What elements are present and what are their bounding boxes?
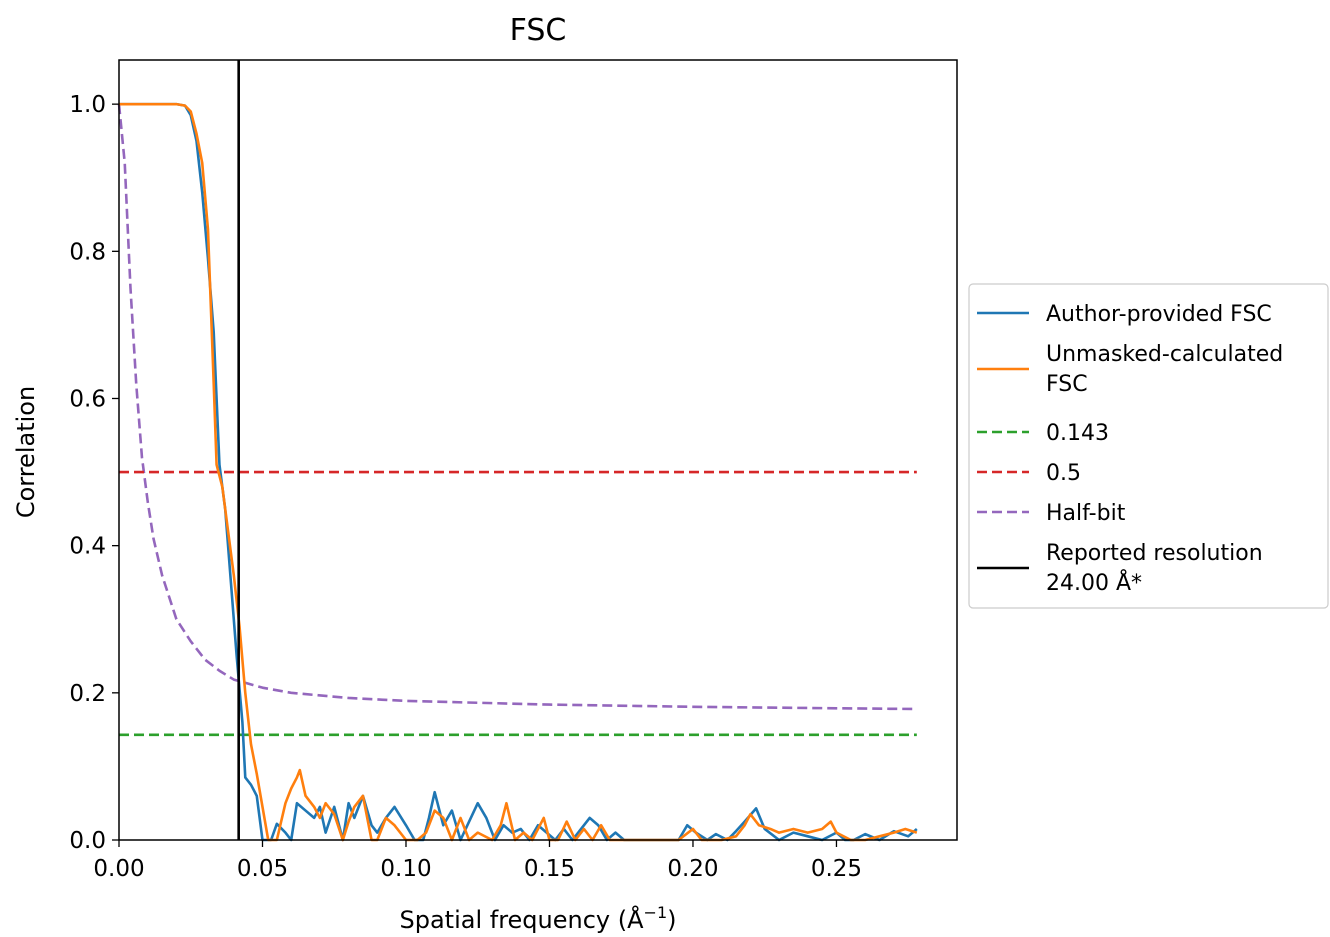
legend-label-5: 24.00 Å* — [1046, 569, 1142, 596]
legend-label-0: Author-provided FSC — [1046, 302, 1272, 327]
chart-title: FSC — [510, 13, 567, 48]
series-layer — [117, 60, 918, 842]
legend-label-4: Half-bit — [1046, 501, 1126, 526]
x-axis-label-superscript: −1 — [644, 903, 668, 922]
x-tick-label: 0.10 — [380, 856, 431, 882]
y-tick-label: 0.4 — [69, 534, 106, 560]
y-tick-label: 0.2 — [69, 681, 106, 707]
series-line-4 — [117, 104, 917, 711]
legend-items: Author-provided FSC Unmasked-calculated F… — [977, 302, 1283, 596]
y-tick-label: 1.0 — [69, 92, 106, 118]
legend-label-1: Unmasked-calculated — [1046, 342, 1283, 367]
x-axis: 0.00 0.05 0.10 0.15 0.20 0.25 — [93, 840, 862, 882]
y-tick-label: 0.0 — [69, 828, 106, 854]
legend: Author-provided FSC Unmasked-calculated F… — [968, 283, 1329, 609]
x-tick-label: 0.15 — [524, 856, 575, 882]
y-axis-label: Correlation — [12, 386, 40, 518]
axes-frame — [118, 59, 958, 841]
legend-label-5: Reported resolution — [1046, 541, 1263, 566]
x-tick-label: 0.00 — [93, 856, 144, 882]
series-line-0 — [119, 102, 918, 842]
x-tick-label: 0.20 — [667, 856, 718, 882]
y-tick-label: 0.6 — [69, 386, 106, 412]
x-axis-label-main: Spatial frequency (Å — [399, 905, 644, 934]
y-tick-label: 0.8 — [69, 239, 106, 265]
x-tick-label: 0.25 — [811, 856, 862, 882]
legend-label-3: 0.5 — [1046, 461, 1081, 486]
legend-box — [968, 283, 1329, 609]
legend-label-1: FSC — [1046, 372, 1088, 397]
plot-area — [117, 59, 958, 842]
legend-label-2: 0.143 — [1046, 421, 1109, 446]
x-axis-label-end: ) — [667, 906, 676, 934]
x-axis-label: Spatial frequency (Å−1) — [399, 903, 676, 934]
y-axis: 0.0 0.2 0.4 0.6 0.8 1.0 — [69, 92, 119, 854]
x-tick-label: 0.05 — [237, 856, 288, 882]
